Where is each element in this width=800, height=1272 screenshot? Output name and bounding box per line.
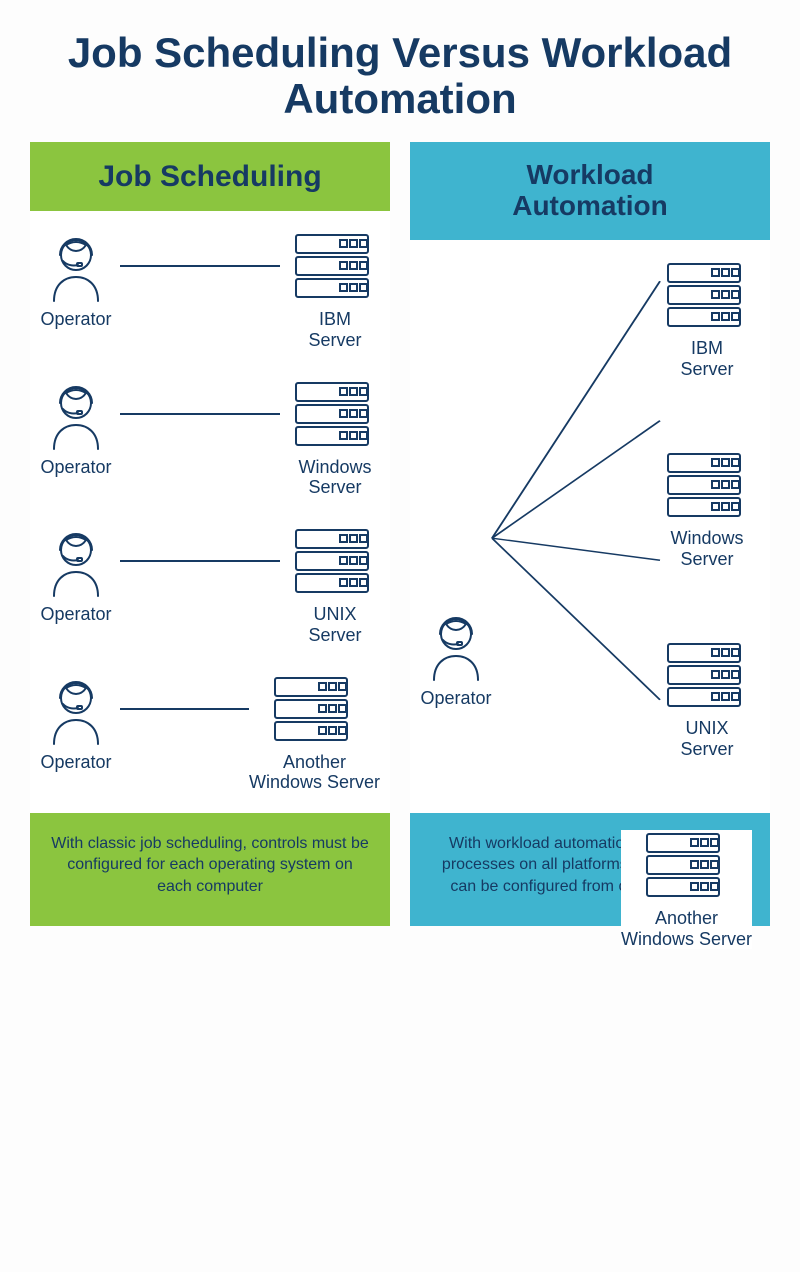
operator-block: Operator: [420, 610, 492, 709]
operator-label: Operator: [40, 309, 111, 330]
operator-block: Operator: [40, 674, 112, 773]
connector-line: [120, 413, 280, 415]
server-block: IBM Server: [662, 260, 752, 379]
server-block: UNIX Server: [290, 526, 380, 645]
operator-server-pair: Operator IBM Server: [40, 231, 380, 350]
operator-label: Operator: [40, 457, 111, 478]
server-icon: [290, 231, 380, 303]
workload-automation-body: Operator IBM Server Windows Server UNIX …: [410, 240, 770, 813]
operator-block: Operator: [40, 526, 112, 625]
operator-icon: [40, 231, 112, 303]
connector-line: [492, 281, 660, 538]
server-icon: [269, 674, 359, 746]
server-block: Windows Server: [662, 450, 752, 569]
page-title: Job Scheduling Versus Workload Automatio…: [0, 0, 800, 142]
job-scheduling-body: Operator IBM Server Operator Windows Ser…: [30, 211, 390, 813]
server-label: IBM Server: [308, 309, 361, 350]
job-scheduling-header: Job Scheduling: [30, 142, 390, 211]
operator-block: Operator: [40, 231, 112, 330]
operator-icon: [40, 526, 112, 598]
server-block: Another Windows Server: [621, 830, 752, 949]
server-block: Another Windows Server: [249, 674, 380, 793]
server-icon: [290, 526, 380, 598]
operator-block: Operator: [40, 379, 112, 478]
operator-icon: [420, 610, 492, 682]
job-scheduling-footer: With classic job scheduling, controls mu…: [30, 813, 390, 926]
operator-label: Operator: [40, 752, 111, 773]
server-block: Windows Server: [290, 379, 380, 498]
server-icon: [290, 379, 380, 451]
connector-line: [492, 538, 660, 700]
server-label: Another Windows Server: [621, 908, 752, 949]
server-icon: [662, 640, 752, 712]
workload-automation-column: Workload Automation Operator IBM Server …: [410, 142, 770, 925]
connector-line: [120, 560, 280, 562]
server-label: UNIX Server: [308, 604, 361, 645]
operator-server-pair: Operator Windows Server: [40, 379, 380, 498]
server-label: Windows Server: [298, 457, 371, 498]
connector-line: [120, 265, 280, 267]
server-block: IBM Server: [290, 231, 380, 350]
connector-line: [492, 538, 660, 560]
server-icon: [641, 830, 731, 902]
connector-line: [492, 421, 660, 539]
columns-container: Job Scheduling Operator IBM Server Opera…: [0, 142, 800, 955]
operator-label: Operator: [40, 604, 111, 625]
server-icon: [662, 260, 752, 332]
operator-server-pair: Operator UNIX Server: [40, 526, 380, 645]
server-label: IBM Server: [680, 338, 733, 379]
operator-server-pair: Operator Another Windows Server: [40, 674, 380, 793]
job-scheduling-column: Job Scheduling Operator IBM Server Opera…: [30, 142, 390, 925]
server-icon: [662, 450, 752, 522]
server-label: Another Windows Server: [249, 752, 380, 793]
workload-automation-header: Workload Automation: [410, 142, 770, 240]
operator-icon: [40, 379, 112, 451]
operator-label: Operator: [420, 688, 491, 709]
operator-icon: [40, 674, 112, 746]
server-label: Windows Server: [670, 528, 743, 569]
server-label: UNIX Server: [680, 718, 733, 759]
server-block: UNIX Server: [662, 640, 752, 759]
